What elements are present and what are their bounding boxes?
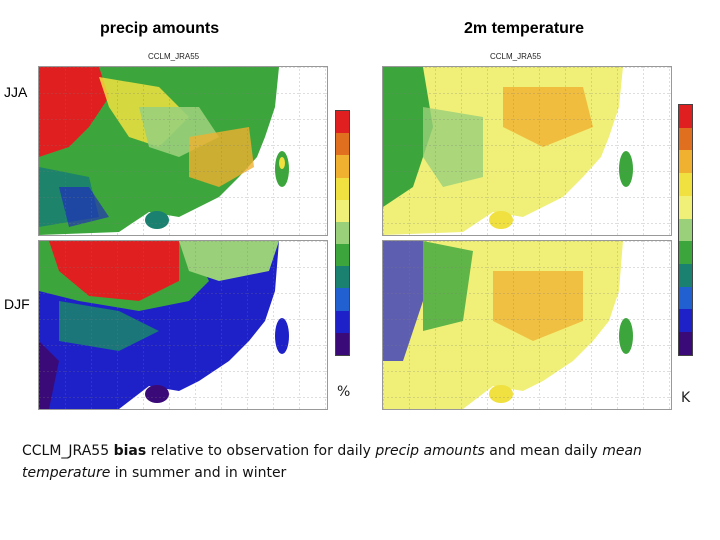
colorbar-segment — [679, 264, 692, 287]
colorbar-segment — [679, 195, 692, 219]
precip-colorbar — [335, 110, 350, 356]
map-precip-jja — [38, 66, 328, 236]
colorbar-segment — [336, 177, 349, 200]
colorbar-segment — [679, 105, 692, 128]
colorbar-segment — [679, 173, 692, 196]
colorbar-segment — [679, 241, 692, 265]
caption-italic1: precip amounts — [375, 443, 485, 459]
temp-column-title: 2m temperature — [464, 20, 585, 37]
colorbar-segment — [336, 266, 349, 289]
precip-unit: % — [337, 384, 351, 400]
colorbar-segment — [336, 244, 349, 267]
colorbar-segment — [679, 332, 692, 355]
map-temp-djf — [382, 240, 672, 410]
precip-column-title: precip amounts — [100, 20, 220, 37]
colorbar-segment — [336, 310, 349, 333]
caption-bold: bias — [113, 443, 147, 459]
colorbar-segment — [679, 286, 692, 310]
caption-part4: in summer and in winter — [110, 465, 287, 481]
temp-unit: K — [681, 390, 691, 406]
caption-part1: CCLM_JRA55 — [22, 443, 114, 459]
caption-part2: relative to observation for daily — [146, 443, 376, 459]
figure-caption: CCLM_JRA55 bias relative to observation … — [22, 440, 702, 484]
colorbar-segment — [336, 155, 349, 178]
colorbar-segment — [336, 111, 349, 134]
panel-label-temp: CCLM_JRA55 — [490, 52, 542, 61]
colorbar-segment — [336, 199, 349, 222]
row-label-djf: DJF — [4, 296, 30, 312]
row-label-jja: JJA — [4, 84, 28, 100]
temp-colorbar — [678, 104, 693, 356]
panel-label-precip: CCLM_JRA55 — [148, 52, 200, 61]
colorbar-segment — [336, 221, 349, 245]
map-temp-jja — [382, 66, 672, 236]
colorbar-segment — [336, 288, 349, 311]
map-precip-djf — [38, 240, 328, 410]
colorbar-segment — [336, 332, 349, 355]
caption-italic2: mean temperature — [22, 443, 642, 481]
colorbar-segment — [679, 309, 692, 333]
colorbar-segment — [679, 127, 692, 151]
colorbar-segment — [679, 218, 692, 242]
caption-part3: and mean daily — [484, 443, 603, 459]
colorbar-segment — [336, 133, 349, 156]
colorbar-segment — [679, 150, 692, 174]
